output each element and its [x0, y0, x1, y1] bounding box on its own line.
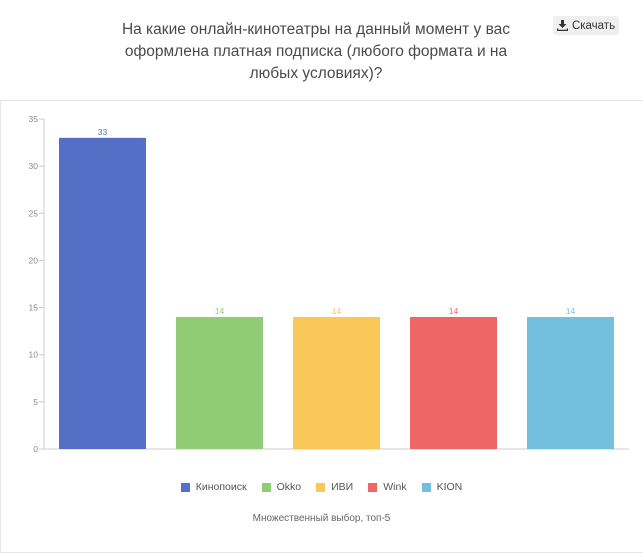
bar	[410, 317, 497, 449]
legend-label: KION	[436, 481, 463, 493]
bar	[59, 137, 146, 449]
bar	[176, 317, 263, 449]
bar	[293, 317, 380, 449]
bar-data-label: 14	[332, 306, 342, 316]
y-tick-label: 35	[29, 114, 39, 124]
bar-data-label: 14	[215, 306, 225, 316]
download-icon	[556, 20, 568, 31]
bar-data-label: 14	[449, 306, 459, 316]
chart-title: На какие онлайн-кинотеатры на данный мом…	[121, 21, 511, 82]
legend-label: Кинопоиск	[195, 481, 247, 493]
y-tick-label: 20	[29, 255, 39, 265]
legend-swatch	[421, 482, 431, 492]
y-tick-label: 0	[33, 444, 38, 454]
y-tick-label: 25	[29, 208, 39, 218]
y-tick-label: 15	[29, 303, 39, 313]
download-label: Скачать	[571, 19, 616, 32]
chart-legend: Кинопоиск Okko ИВИ Wink KION	[0, 481, 643, 493]
legend-swatch	[180, 482, 190, 492]
y-tick-label: 30	[29, 161, 39, 171]
bar-chart: 0 5 10 15 20 25 30 35 33 14 14 14 14	[29, 114, 629, 454]
chart-footnote: Множественный выбор, топ-5	[252, 513, 391, 524]
y-tick-label: 10	[29, 350, 39, 360]
legend-label: ИВИ	[331, 481, 354, 493]
legend-item[interactable]: ИВИ	[316, 481, 353, 493]
bar	[527, 317, 614, 449]
legend-swatch	[368, 482, 378, 492]
legend-item[interactable]: Wink	[368, 481, 407, 493]
y-tick-label: 5	[33, 397, 38, 407]
legend-swatch	[316, 482, 326, 492]
bar-data-label: 14	[566, 306, 576, 316]
legend-label: Okko	[276, 481, 302, 493]
legend-item[interactable]: KION	[421, 481, 463, 493]
legend-item[interactable]: Кинопоиск	[180, 481, 247, 493]
download-button[interactable]: Скачать	[553, 16, 619, 35]
bar-data-label: 33	[98, 127, 108, 137]
legend-label: Wink	[383, 481, 407, 493]
legend-swatch	[261, 482, 271, 492]
legend-item[interactable]: Okko	[261, 481, 302, 493]
